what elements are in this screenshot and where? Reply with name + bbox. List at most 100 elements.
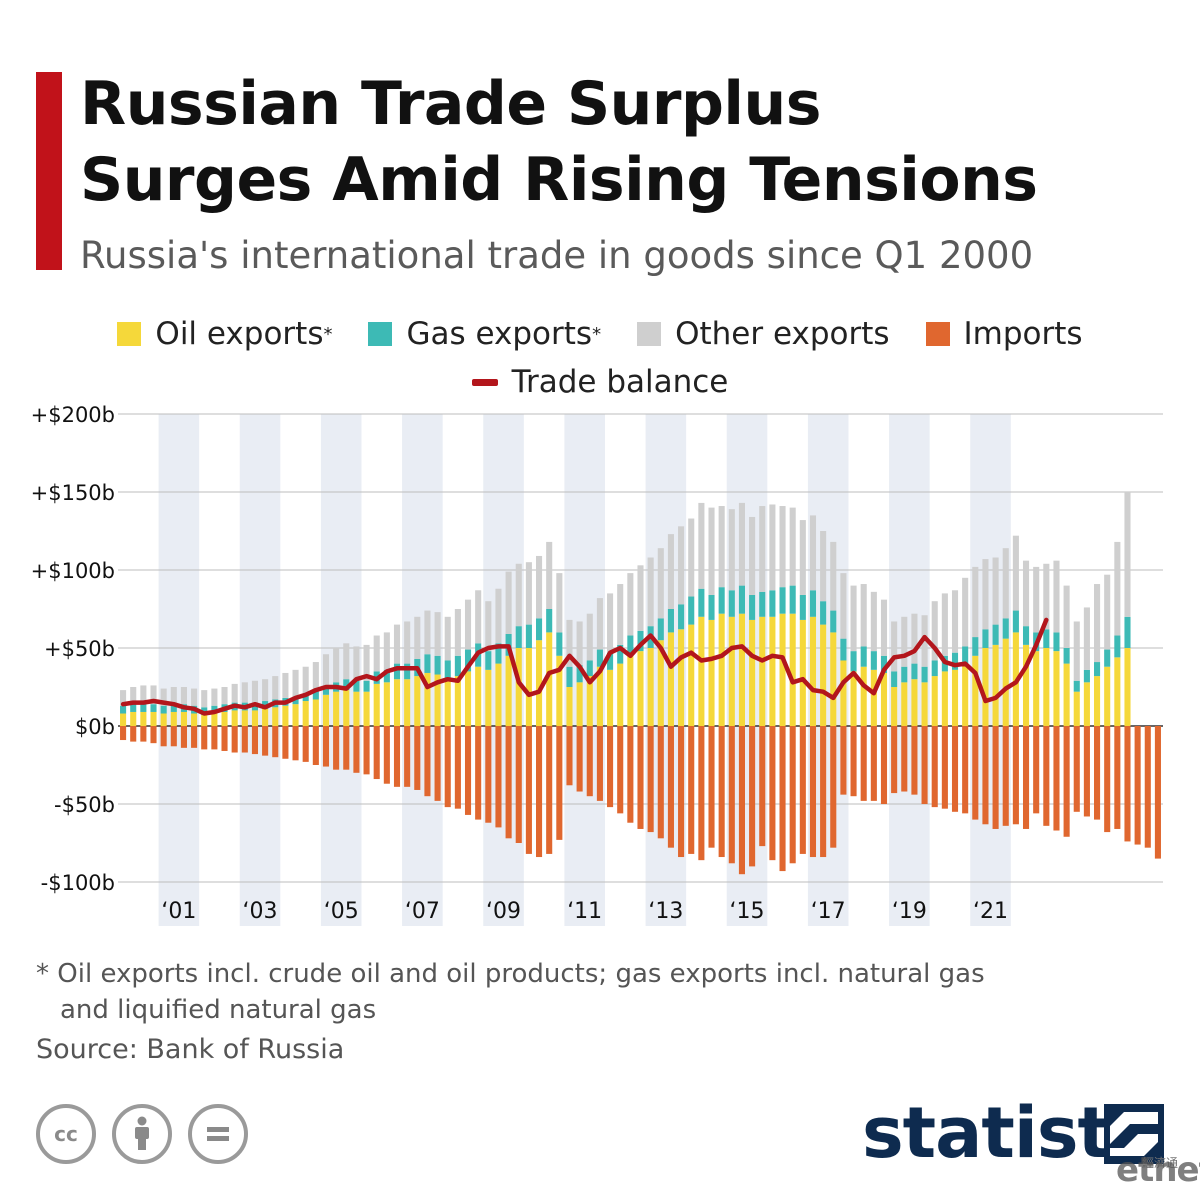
bar-other	[404, 621, 411, 664]
bar-gas	[1073, 680, 1080, 692]
bar-gas	[1002, 618, 1009, 639]
bar-oil	[546, 632, 553, 726]
bar-gas	[820, 601, 827, 625]
bar-gas	[150, 704, 157, 712]
bar-oil	[962, 663, 969, 726]
bar-oil	[322, 694, 330, 726]
bar-imports	[475, 726, 482, 820]
bar-imports	[393, 726, 401, 787]
bar-gas	[434, 655, 441, 675]
bar-gas	[546, 609, 553, 633]
bar-gas	[728, 590, 735, 617]
bar-oil	[1022, 644, 1030, 726]
bar-oil	[972, 655, 979, 726]
bar-gas	[576, 665, 583, 683]
bar-oil	[393, 679, 401, 726]
bar-oil	[921, 682, 928, 726]
bar-other	[749, 516, 756, 595]
bar-gas	[160, 705, 167, 714]
bar-imports	[860, 726, 867, 801]
bar-oil	[434, 674, 441, 726]
bar-oil	[475, 666, 482, 726]
bar-imports	[678, 726, 685, 858]
bar-other	[607, 593, 614, 653]
bar-gas	[495, 643, 502, 664]
bar-imports	[272, 726, 279, 758]
bar-gas	[424, 654, 431, 673]
subtitle: Russia's international trade in goods si…	[80, 234, 1034, 277]
bar-oil	[556, 655, 563, 726]
bar-oil	[1114, 657, 1121, 726]
bar-imports	[505, 726, 512, 839]
bar-imports	[688, 726, 695, 854]
bar-imports	[1154, 726, 1161, 859]
legend-item-other: Other exports	[637, 316, 890, 352]
bar-imports	[221, 726, 228, 751]
attribution-icon[interactable]	[112, 1104, 172, 1164]
bar-imports	[880, 726, 888, 804]
bar-imports	[992, 726, 999, 829]
bar-oil	[140, 711, 147, 726]
bar-oil	[708, 619, 715, 726]
no-derivatives-icon[interactable]	[188, 1104, 248, 1164]
bar-oil	[1053, 651, 1060, 726]
bar-other	[779, 506, 786, 588]
bar-imports	[231, 726, 238, 753]
legend-row-2: Trade balance	[0, 358, 1200, 406]
bar-other	[201, 690, 208, 708]
legend-item-gas: Gas exports *	[368, 316, 601, 352]
bar-oil	[282, 705, 289, 726]
bar-imports	[667, 726, 674, 848]
bar-imports	[1002, 726, 1009, 826]
bar-other	[393, 624, 401, 664]
bar-oil	[779, 613, 786, 726]
bar-oil	[830, 632, 837, 726]
bar-gas	[485, 651, 492, 670]
bar-gas	[130, 704, 137, 712]
legend-label-gas: Gas exports	[406, 316, 593, 352]
bar-imports	[251, 726, 259, 755]
bar-gas	[860, 646, 867, 667]
creative-commons-icon[interactable]: cc	[36, 1104, 96, 1164]
legend-asterisk-oil: *	[323, 323, 333, 345]
legend-item-imports: Imports	[925, 316, 1083, 352]
bar-gas	[393, 663, 401, 680]
bar-imports	[333, 726, 340, 770]
bar-oil	[617, 663, 624, 726]
bar-oil	[536, 640, 543, 726]
legend-swatch-balance	[471, 378, 498, 386]
bar-other	[302, 666, 309, 694]
bar-imports	[464, 726, 472, 815]
bar-other	[759, 506, 766, 592]
bar-other	[211, 688, 218, 706]
bar-imports	[637, 726, 644, 829]
bar-gas	[404, 663, 411, 680]
bar-oil	[180, 711, 187, 726]
bar-imports	[525, 726, 532, 854]
bar-other	[130, 687, 137, 705]
bar-gas	[708, 594, 715, 620]
statista-logo-icon[interactable]	[1104, 1104, 1164, 1164]
x-tick-label: ‘05	[324, 899, 359, 924]
bar-oil	[840, 660, 847, 726]
x-tick-label: ‘19	[892, 899, 927, 924]
bar-oil	[454, 676, 461, 726]
bar-oil	[343, 690, 350, 726]
bar-imports	[120, 726, 127, 741]
bar-oil	[992, 644, 999, 726]
bar-imports	[627, 726, 634, 823]
bar-oil	[353, 691, 360, 726]
bar-oil	[302, 701, 309, 726]
bar-imports	[891, 726, 898, 794]
bar-other	[586, 613, 593, 661]
legend-swatch-imports	[925, 322, 950, 346]
bar-oil	[383, 682, 390, 726]
x-tick-label: ‘09	[486, 899, 521, 924]
bar-oil	[1104, 666, 1111, 726]
page-title: Russian Trade Surplus Surges Amid Rising…	[80, 66, 1160, 218]
bar-imports	[302, 726, 309, 762]
bar-other	[1104, 574, 1111, 650]
bar-gas	[1104, 649, 1111, 667]
bar-other	[1063, 585, 1070, 648]
bar-imports	[383, 726, 390, 784]
